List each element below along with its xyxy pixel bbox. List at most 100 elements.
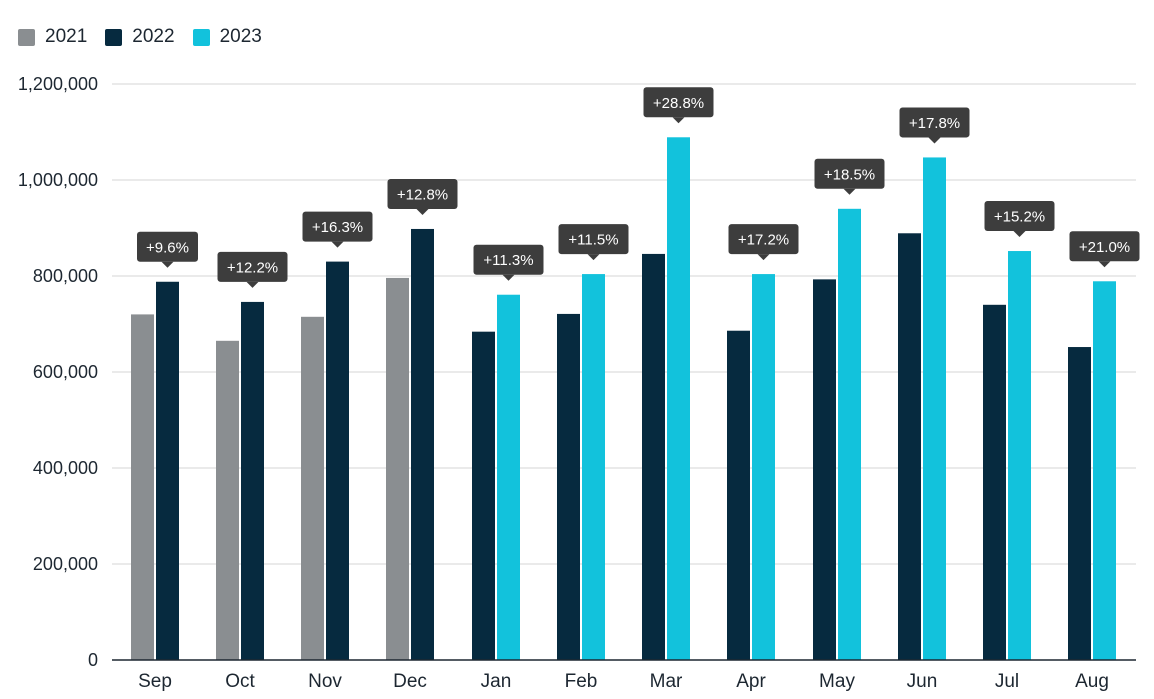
callout-box [984,201,1055,232]
callout-box [217,251,288,282]
x-axis: Sep Oct Nov Dec Jan Feb Mar Apr May Jun Jul Aug [112,659,1136,692]
callout-label: +9.6% [146,239,189,256]
callout-box [558,224,629,255]
bar-2021-oct [216,340,239,660]
callout-label: +11.5% [568,232,618,249]
x-tick-label: Sep [138,671,172,692]
callout-jan: +11.3% [473,244,544,281]
callout-label: +17.8% [909,115,960,132]
callout-box [387,178,458,209]
legend-swatch-2021 [18,28,35,46]
callout-box [899,107,970,138]
bar-2022-jan [472,331,495,660]
bar-2022-nov [326,261,349,660]
bar-2023-aug [1093,281,1116,660]
callout-dec: +12.8% [387,178,458,215]
bars [131,137,1116,661]
legend-swatch-2023 [192,28,210,46]
callout-label: +28.8% [653,95,704,112]
callout-pointer [587,254,600,261]
bar-2023-apr [752,274,775,660]
legend: 2021 2022 2023 [18,26,280,48]
callout-jun: +17.8% [899,107,970,144]
callout-box [137,231,198,262]
callout-pointer [928,137,941,144]
y-tick-label: 600,000 [33,362,98,382]
bar-2022-mar [642,253,665,661]
legend-label-2023: 2023 [219,26,262,47]
callout-label: +15.2% [994,209,1045,226]
callout-pointer [843,188,856,195]
callout-pointer [331,241,344,248]
y-tick-label: 400,000 [33,458,98,478]
x-tick-label: Oct [225,671,255,692]
callout-label: +12.2% [227,259,278,276]
x-tick-label: Jul [995,671,1019,692]
bar-2022-apr [727,330,750,660]
callout-pointer [246,281,259,288]
callout-pointer [502,274,515,281]
callout-label: +16.3% [312,219,363,236]
bar-2022-oct [241,301,264,660]
y-tick-label: 800,000 [33,266,98,286]
callout-pointer [672,117,685,124]
x-tick-label: Apr [736,671,766,692]
callout-aug: +21.0% [1069,231,1140,268]
callout-label: +12.8% [397,186,448,203]
callout-box [643,87,714,118]
bar-2021-nov [301,316,324,660]
legend-swatch-2022 [105,28,123,46]
callout-label: +18.5% [824,166,875,183]
legend-label-2021: 2021 [45,26,88,47]
bar-2022-sep [156,281,179,660]
callout-box [473,244,544,275]
x-tick-label: Jan [481,671,512,692]
legend-item-2021: 2021 [18,26,87,48]
y-axis: 0 200,000 400,000 600,000 800,000 1,000,000 1,… [18,74,98,670]
bar-2021-sep [131,314,154,660]
bar-2023-jul [1008,251,1031,661]
x-tick-label: Aug [1075,671,1109,692]
callout-pointer [1098,261,1111,268]
callout-label: +11.3% [483,252,533,269]
x-tick-label: Feb [565,671,598,692]
callout-jul: +15.2% [984,201,1055,238]
legend-label-2022: 2022 [132,26,175,47]
callout-label: +21.0% [1079,239,1130,256]
bar-2023-jun [923,157,946,660]
callout-box [814,158,885,189]
callout-apr: +17.2% [728,224,799,261]
callout-sep: +9.6% [137,231,198,268]
callout-feb: +11.5% [558,224,629,261]
callout-label: +17.2% [738,232,789,249]
x-tick-label: Nov [308,671,342,692]
callout-pointer [161,261,174,268]
callout-oct: +12.2% [217,251,288,288]
callout-mar: +28.8% [643,87,714,124]
bar-2023-jan [497,294,520,660]
bar-2021-dec [386,277,409,660]
x-tick-label: May [819,671,855,692]
bar-2023-mar [667,137,690,660]
callout-box [1069,231,1140,262]
legend-item-2022: 2022 [105,26,175,48]
y-tick-label: 1,000,000 [18,170,98,190]
bar-2022-jul [983,304,1006,660]
callout-pointer [416,208,429,215]
bar-2022-dec [411,228,434,660]
bar-2023-may [838,208,861,661]
x-tick-label: Jun [907,671,938,692]
gridlines [112,83,1136,565]
callout-box [728,224,799,255]
bar-2023-feb [582,274,605,660]
bar-2022-may [813,279,836,660]
bar-2022-feb [557,313,580,660]
callout-may: +18.5% [814,158,885,195]
x-tick-label: Mar [650,671,683,692]
y-tick-label: 0 [88,650,98,670]
y-tick-label: 200,000 [33,554,98,574]
legend-item-2023: 2023 [192,26,262,48]
y-tick-label: 1,200,000 [18,74,98,94]
callout-pointer [1013,231,1026,238]
